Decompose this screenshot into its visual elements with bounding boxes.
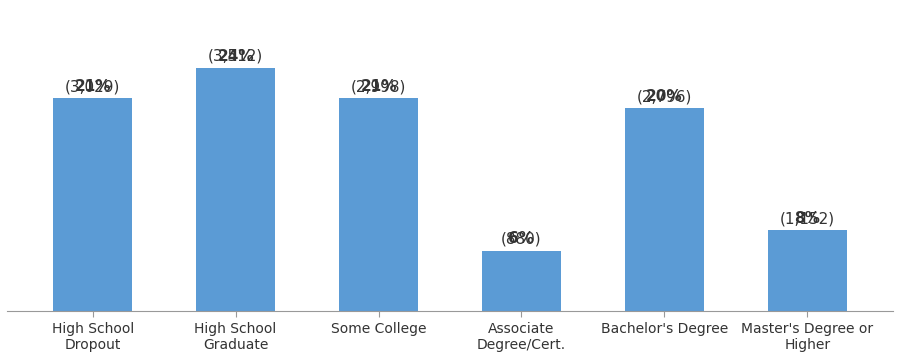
Text: (1,152): (1,152) <box>779 194 835 226</box>
Text: 20%: 20% <box>646 89 683 104</box>
Text: 8%: 8% <box>795 211 820 226</box>
Bar <box>482 251 561 312</box>
Text: (2,998): (2,998) <box>351 62 406 94</box>
Text: (880): (880) <box>501 214 542 247</box>
Bar <box>768 230 847 312</box>
Text: (3,512): (3,512) <box>208 31 263 64</box>
Text: (2,796): (2,796) <box>636 72 692 104</box>
Text: 21%: 21% <box>75 79 111 94</box>
Text: 24%: 24% <box>217 49 254 64</box>
Bar <box>196 68 274 312</box>
Bar <box>53 98 132 312</box>
Bar <box>339 98 418 312</box>
Text: (3,029): (3,029) <box>65 62 121 94</box>
Text: 21%: 21% <box>360 79 397 94</box>
Text: 6%: 6% <box>508 232 535 247</box>
Bar <box>626 108 704 312</box>
